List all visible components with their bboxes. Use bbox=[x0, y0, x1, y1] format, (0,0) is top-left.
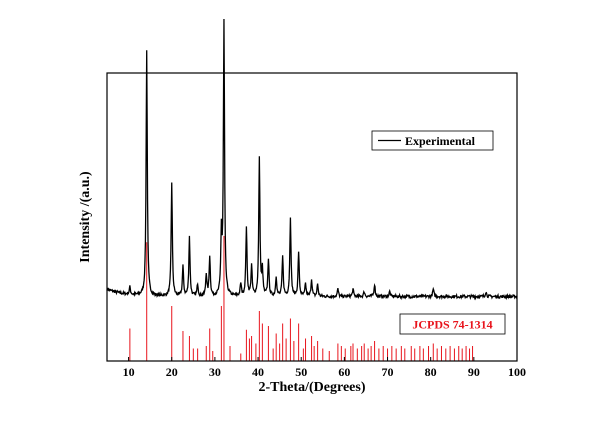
x-tick-label: 10 bbox=[123, 365, 135, 379]
plot-frame bbox=[106, 72, 518, 362]
x-tick-label: 80 bbox=[425, 365, 437, 379]
legend-experimental: Experimental bbox=[371, 130, 494, 151]
x-tick-label: 90 bbox=[468, 365, 480, 379]
legend-experimental-label: Experimental bbox=[405, 134, 476, 148]
y-axis-label: Intensity /(a.u.) bbox=[78, 171, 93, 263]
x-tick-label: 100 bbox=[508, 365, 526, 379]
x-axis-label: 2-Theta/(Degrees) bbox=[258, 380, 365, 395]
x-axis-ticks: 10 20 30 40 50 60 70 80 90 100 bbox=[123, 357, 526, 379]
reference-series bbox=[129, 236, 474, 361]
legend-reference-label: JCPDS 74-1314 bbox=[412, 318, 492, 332]
x-tick-label: 50 bbox=[295, 365, 307, 379]
experimental-series-line bbox=[106, 18, 518, 301]
x-tick-label: 40 bbox=[252, 365, 264, 379]
x-tick-label: 70 bbox=[382, 365, 394, 379]
legend-reference: JCPDS 74-1314 bbox=[399, 313, 506, 335]
x-tick-label: 60 bbox=[338, 365, 350, 379]
x-tick-label: 30 bbox=[209, 365, 221, 379]
legend-reference-box bbox=[399, 313, 506, 335]
legend-experimental-box bbox=[371, 130, 494, 151]
x-tick-label: 20 bbox=[166, 365, 178, 379]
